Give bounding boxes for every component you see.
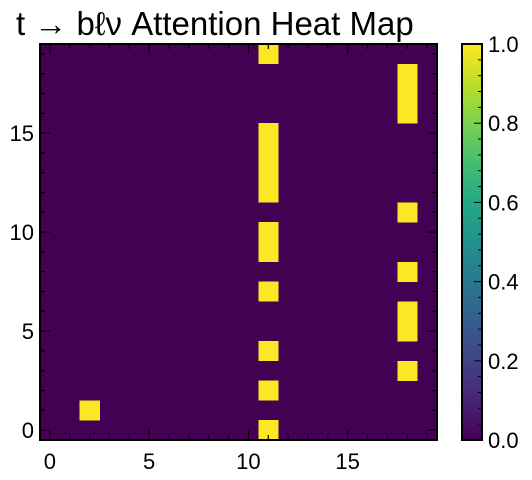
heatmap-cell (258, 123, 279, 144)
colorbar-tick-label: 0.2 (488, 349, 519, 374)
y-tick-label: 15 (10, 121, 34, 146)
colorbar-gradient (462, 44, 482, 440)
heatmap-cell (258, 242, 279, 263)
heatmap-cell (397, 360, 418, 381)
heatmap-cell (258, 380, 279, 401)
heatmap-cell (397, 103, 418, 124)
heatmap-cell (258, 162, 279, 183)
colorbar-frame (461, 43, 483, 441)
y-tick-label: 10 (10, 220, 34, 245)
heatmap-cell (258, 182, 279, 203)
heatmap-cell (258, 281, 279, 302)
colorbar-tick-label: 0.4 (488, 270, 519, 295)
heatmap-cell (258, 222, 279, 243)
colorbar-tick-label: 1.0 (488, 32, 519, 57)
x-tick-label: 15 (335, 449, 359, 474)
heatmap-cell (258, 143, 279, 164)
x-tick-label: 0 (44, 449, 56, 474)
heatmap-cell (397, 63, 418, 84)
heatmap-background (40, 44, 437, 440)
heatmap-cell (79, 400, 100, 421)
x-tick-label: 5 (143, 449, 155, 474)
heatmap-cell (397, 83, 418, 104)
colorbar-tick-label: 0.8 (488, 111, 519, 136)
y-tick-label: 0 (22, 418, 34, 443)
heatmap-cell (397, 301, 418, 322)
heatmap-cell (258, 420, 279, 441)
heatmap-cell (397, 261, 418, 282)
heatmap-cell (258, 44, 279, 65)
x-tick-label: 10 (236, 449, 260, 474)
colorbar-tick-label: 0.0 (488, 428, 519, 453)
colorbar-tick-label: 0.6 (488, 190, 519, 215)
heatmap-cell (397, 321, 418, 342)
chart-title: t → bℓν Attention Heat Map (16, 5, 414, 42)
y-tick-label: 5 (22, 319, 34, 344)
heatmap-cell (258, 341, 279, 362)
plot-frame (39, 43, 438, 441)
heatmap-cell (397, 202, 418, 223)
